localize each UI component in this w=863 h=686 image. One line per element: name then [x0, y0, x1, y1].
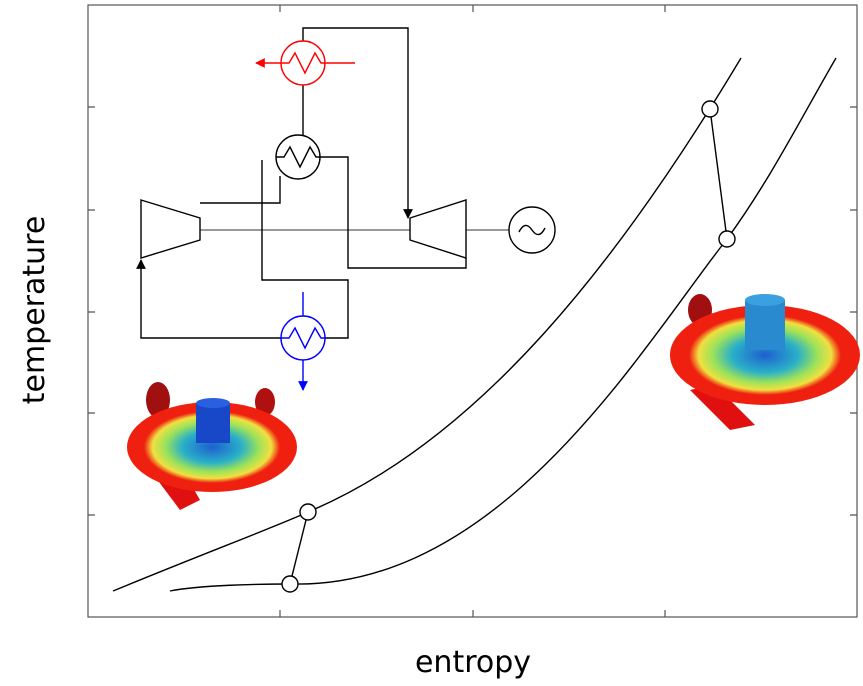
x-axis-label: entropy — [415, 645, 531, 680]
cycle-schematic — [141, 28, 555, 390]
turbine-image — [670, 294, 860, 430]
y-axis-label: temperature — [17, 216, 52, 405]
diagram: entropy temperature — [0, 0, 863, 686]
compressor-image — [127, 382, 297, 510]
